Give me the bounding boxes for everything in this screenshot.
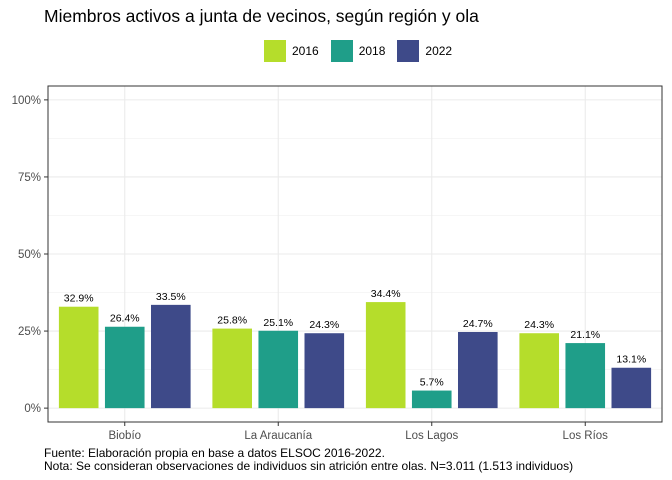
legend-item-2018: 2018 [330,40,386,62]
data-label: 24.3% [524,319,554,331]
data-label: 32.9% [64,293,94,305]
caption-source: Fuente: Elaboración propia en base a dat… [44,446,385,460]
bar [365,302,406,409]
legend-key-2018 [330,40,353,62]
data-label: 24.7% [463,318,493,330]
y-tick-label: 75% [18,172,41,184]
legend-key-2016 [264,40,286,62]
legend-item-2022: 2022 [397,40,452,62]
legend-label-2016: 2016 [292,44,319,58]
data-label: 33.5% [156,291,186,303]
bar [104,326,145,409]
caption-note: Nota: Se consideran observaciones de ind… [44,458,574,473]
bar [212,328,253,409]
legend-label-2022: 2022 [425,44,453,58]
y-tick-label: 0% [24,403,41,415]
legend-label-2018: 2018 [358,44,386,58]
bar [58,306,99,409]
caption: Fuente: Elaboración propia en base a dat… [44,447,573,472]
legend-key-2022 [397,40,420,62]
bar [258,330,299,409]
bar [519,333,560,409]
bar [611,367,652,409]
data-label: 25.1% [263,317,293,329]
x-tick-label: Los Ríos [563,430,609,442]
bar [457,331,498,409]
x-tick-label: Los Lagos [405,430,458,442]
y-tick-label: 50% [18,249,41,261]
bar [411,390,452,409]
data-label: 21.1% [570,329,600,341]
legend-item-2016: 2016 [264,40,319,62]
data-label: 13.1% [616,354,646,366]
bar [150,304,191,409]
data-label: 26.4% [110,313,140,325]
y-tick-label: 25% [18,326,41,338]
y-tick-label: 100% [12,95,41,107]
panel-border [47,85,663,423]
legend: 2016 2018 2022 [264,39,464,63]
x-tick-label: La Araucanía [244,430,312,442]
data-label: 34.4% [371,288,401,300]
bar [565,343,606,409]
data-label: 25.8% [217,315,247,327]
chart-title: Miembros activos a junta de vecinos, seg… [44,6,479,26]
data-label: 24.3% [309,319,339,331]
data-label: 5.7% [420,377,444,389]
bar [304,333,345,409]
x-tick-label: Biobío [108,430,141,442]
